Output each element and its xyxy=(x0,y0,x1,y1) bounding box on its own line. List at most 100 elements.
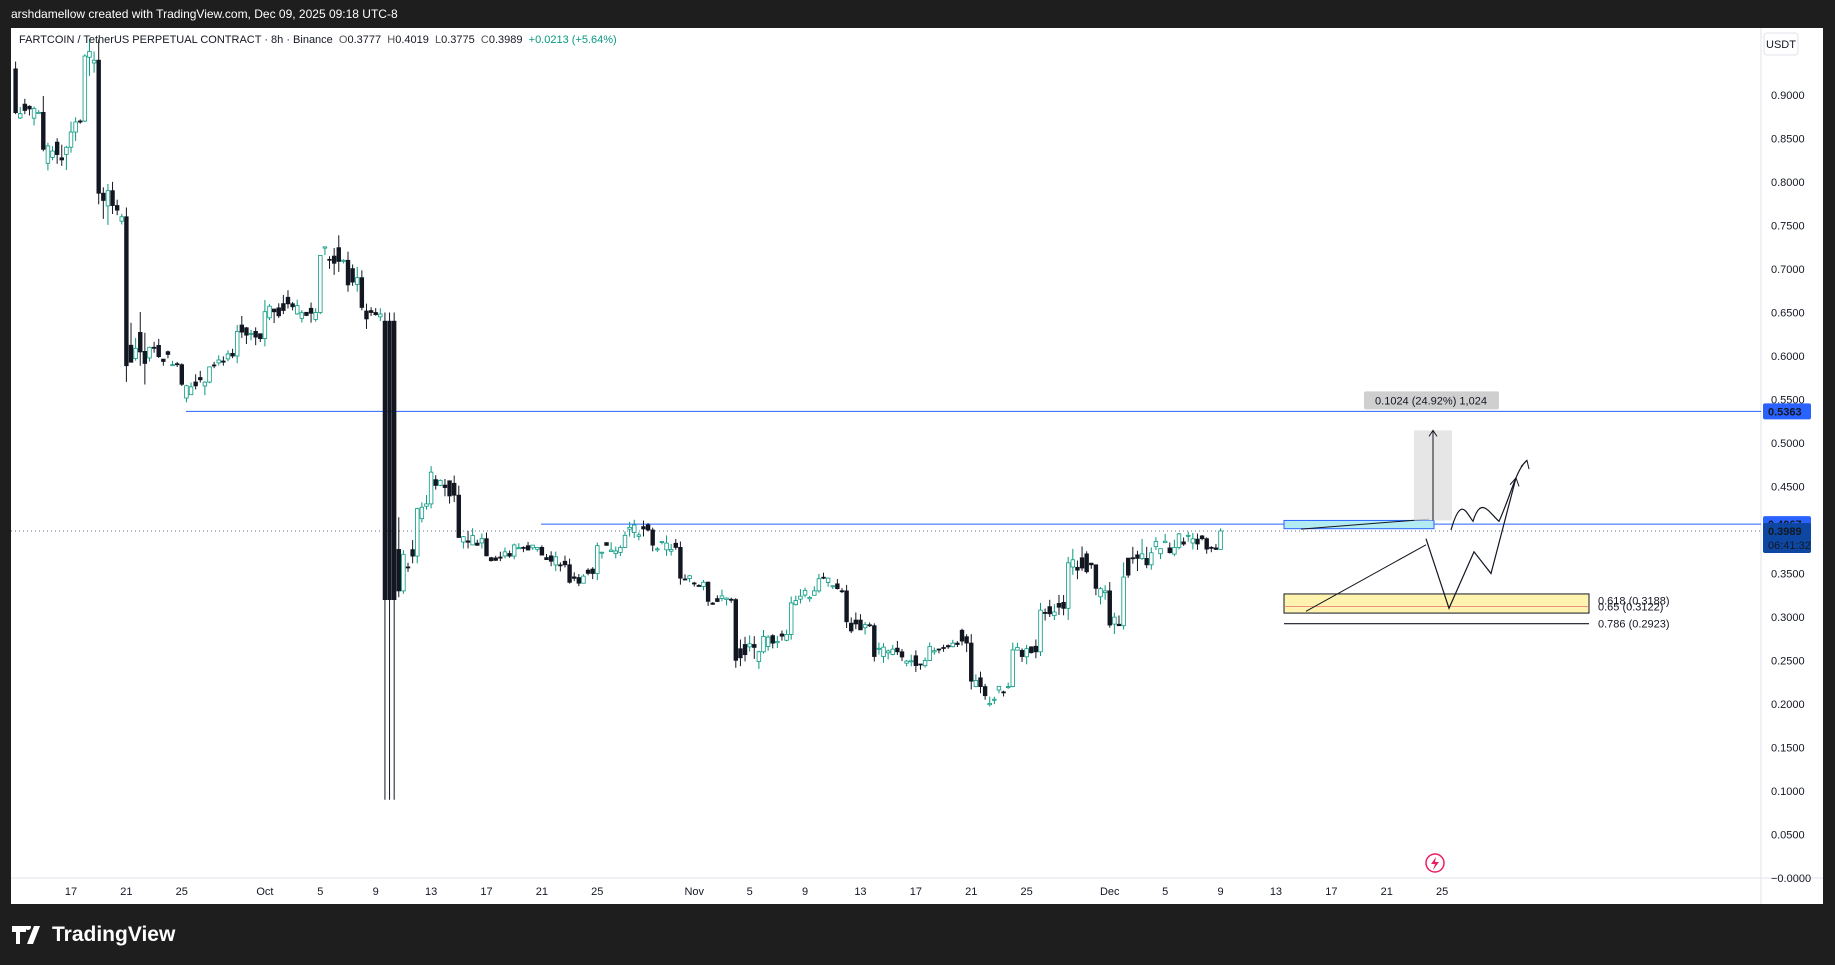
candle xyxy=(59,144,64,166)
candle xyxy=(382,312,388,800)
price-chart[interactable]: USDT 0.9000 0.8500 0.8000 0.7500 0.7000 0.6500… xyxy=(11,28,1823,904)
candle xyxy=(1213,544,1219,550)
candle-body xyxy=(881,646,886,657)
candle xyxy=(604,542,609,546)
legend-open-label: O xyxy=(338,34,348,46)
candle-body xyxy=(387,320,392,601)
candle-body xyxy=(96,59,101,194)
candle xyxy=(581,574,586,584)
candle xyxy=(793,595,799,606)
candle-body xyxy=(668,549,674,552)
candle xyxy=(645,523,651,532)
candle xyxy=(147,346,152,362)
candle-body xyxy=(248,332,254,335)
candle xyxy=(138,311,143,366)
candle-body xyxy=(91,59,97,64)
tradingview-brand[interactable]: TradingView xyxy=(12,922,175,948)
chart-pane[interactable]: USDT 0.9000 0.8500 0.8000 0.7500 0.7000 0.6500… xyxy=(11,28,1823,904)
candle-body xyxy=(1015,647,1020,651)
candle-body xyxy=(885,650,891,654)
candle-body xyxy=(59,157,64,161)
candle xyxy=(955,641,960,647)
candle-body xyxy=(969,642,974,682)
candle-body xyxy=(558,564,563,567)
candle-body xyxy=(599,551,605,554)
candle xyxy=(595,542,600,581)
candle-body xyxy=(816,578,822,592)
candle-body xyxy=(202,381,208,387)
candle-body xyxy=(50,150,55,158)
candle-body xyxy=(604,542,609,546)
candle xyxy=(184,384,189,403)
candle-body xyxy=(313,312,318,320)
candle xyxy=(447,480,452,504)
y-tick-label: 0.0500 xyxy=(1771,830,1805,842)
candle-body xyxy=(142,351,148,364)
candle-body xyxy=(1130,557,1136,560)
candle-body xyxy=(982,686,988,697)
candle-body xyxy=(613,550,618,555)
candle xyxy=(299,310,305,323)
candle-body xyxy=(904,660,909,664)
candle xyxy=(692,581,697,587)
candle xyxy=(945,644,951,649)
candle xyxy=(572,572,577,582)
candle xyxy=(475,539,480,546)
candle-body xyxy=(119,216,124,222)
candle-body xyxy=(193,381,198,387)
candle-body xyxy=(170,364,175,367)
candle xyxy=(207,366,212,384)
candle xyxy=(521,546,526,553)
candle-body xyxy=(724,597,729,600)
candle-body xyxy=(165,351,171,355)
candle xyxy=(1186,531,1191,542)
candle xyxy=(1052,604,1057,620)
candle xyxy=(705,581,711,606)
x-tick-label: 25 xyxy=(1436,886,1448,898)
candle-body xyxy=(1019,649,1025,657)
candle xyxy=(867,622,872,627)
candle xyxy=(451,475,457,503)
candle xyxy=(96,39,101,205)
candle xyxy=(1135,550,1140,572)
legend-open: 0.3777 xyxy=(347,34,382,46)
candle-body xyxy=(285,296,291,305)
candle-body xyxy=(281,303,286,311)
candle xyxy=(950,639,955,648)
candle-body xyxy=(73,121,78,133)
candle xyxy=(36,110,41,114)
legend-high: 0.4019 xyxy=(395,34,429,46)
candle-body xyxy=(64,146,69,155)
candle-body xyxy=(950,642,955,648)
candle-body xyxy=(941,647,946,649)
candle xyxy=(835,579,840,590)
candle xyxy=(941,644,946,652)
candle-body xyxy=(184,385,189,399)
y-tick-label: 0.7500 xyxy=(1771,221,1805,233)
candle xyxy=(401,550,406,594)
candle xyxy=(387,312,392,800)
candle xyxy=(641,520,646,537)
candle xyxy=(936,648,942,654)
candle xyxy=(165,350,171,359)
candle-body xyxy=(299,312,305,319)
candles-group xyxy=(13,38,1223,800)
candle-body xyxy=(572,576,577,579)
y-tick-label: 0.2500 xyxy=(1771,656,1805,668)
candle-body xyxy=(553,556,558,566)
candle xyxy=(918,663,923,670)
candle xyxy=(668,543,674,556)
candle xyxy=(959,628,965,646)
candle-body xyxy=(747,643,752,648)
candle-body xyxy=(992,698,997,701)
x-tick-label: 13 xyxy=(854,886,866,898)
candle xyxy=(567,558,572,584)
candle-body xyxy=(355,277,360,285)
candle-body xyxy=(752,644,757,648)
candle-body xyxy=(1116,623,1122,627)
candle xyxy=(267,304,272,321)
candle xyxy=(895,640,900,655)
candle xyxy=(1158,548,1163,560)
candle-body xyxy=(373,312,378,316)
candle xyxy=(839,588,845,594)
